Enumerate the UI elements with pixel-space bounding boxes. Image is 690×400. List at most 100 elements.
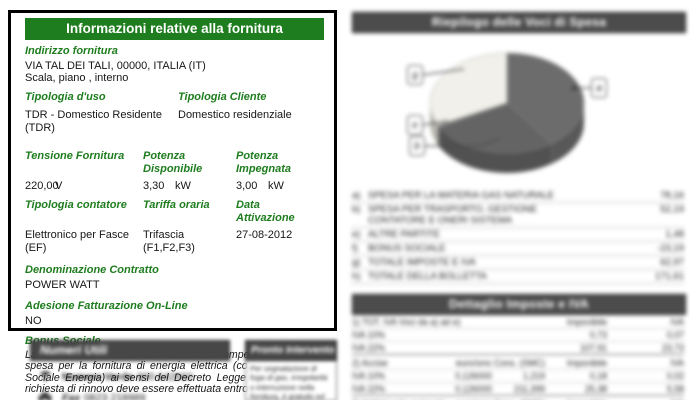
cell: 2) Accise (352, 358, 388, 368)
table-row: h) TOTALE DELLA BOLLETTA 171,61 (352, 270, 684, 284)
fax-value: 0823 218989 (84, 392, 146, 400)
power-values-row: 220,00V 3,30 kW 3,00 kW (25, 180, 320, 193)
fax-label: Fax (62, 392, 81, 400)
right-column-blurred-area: Riepilogo delle Voci di Spesa g a e b a)… (352, 12, 686, 400)
cell: 0,07 (666, 330, 684, 340)
meter-type-label: Tipologia contatore (25, 199, 127, 211)
callout-line-g (421, 68, 465, 76)
cell (492, 330, 545, 340)
activation-value: 27-08-2012 (236, 229, 293, 241)
row-value: 52,19 (660, 204, 684, 215)
voltage-value: 220,00 (25, 180, 59, 192)
power-committed-value: 3,00 (236, 180, 258, 192)
expense-summary-title: Riepilogo delle Voci di Spesa (352, 12, 686, 33)
cell: 0,126000 (455, 384, 492, 394)
phone-label: Numero Verde (62, 370, 134, 383)
row-letter: e) (352, 229, 361, 240)
row-value: 171,61 (654, 271, 684, 282)
row-value: 78,16 (660, 190, 684, 201)
row-value: -23,19 (657, 243, 684, 254)
row-letter: b) (352, 204, 361, 215)
tax-detail-title: Dettaglio Imposte e IVA (352, 294, 686, 315)
client-type-label: Tipologia Cliente (178, 91, 267, 103)
callout-line-b (425, 137, 501, 147)
power-available-label: Potenza Disponibile (143, 150, 203, 175)
phone-row: Numero Verde 800 642660 (30, 370, 230, 383)
address-value: VIA TAL DEI TALI, 00000, ITALIA (IT) Sca… (25, 60, 320, 84)
ebilling-label: Adesione Fatturazione On-Line (25, 300, 188, 312)
client-type-value: Domestico residenziale (178, 109, 292, 121)
power-committed-unit: kW (268, 180, 284, 192)
contract-label: Denominazione Contratto (25, 264, 159, 276)
row-letter: a) (352, 190, 361, 201)
row-value: 1,48 (665, 229, 685, 240)
power-available-value: 3,30 (143, 180, 165, 192)
cell: IVA 22% (352, 384, 386, 394)
activation-label: Data Attivazione (236, 199, 295, 224)
cell (492, 317, 545, 327)
contract-value: POWER WATT (25, 279, 100, 291)
cell: IVA 10% (352, 371, 386, 381)
table-row: 3) Addizionale regionale euro/smc Cons. … (352, 396, 684, 400)
row-label: ALTRE PARTITE (368, 229, 440, 240)
pie-callout-a: a (591, 78, 607, 98)
usage-type-value: TDR - Domestico Residente (TDR) (25, 109, 162, 134)
table-row: e) ALTRE PARTITE 1,48 (352, 228, 684, 242)
pie-callout-g: g (407, 65, 423, 85)
meter-type-value: Elettronico per Fasce (EF) (25, 229, 129, 254)
pie-chart-svg (421, 52, 591, 173)
table-row: 1) TOT. IVA Voci da a) ad e) Imponibile … (352, 316, 684, 329)
table-row: IVA 10% 0,126000 1,219 0,18 0,02 (352, 370, 684, 383)
row-label: TOTALE DELLA BOLLETTA (368, 271, 487, 282)
callout-dot-a (571, 85, 577, 91)
phone-icon (36, 370, 54, 383)
row-letter: g) (352, 257, 361, 268)
voltage-label: Tensione Fornitura (25, 150, 125, 162)
meter-values-row: Elettronico per Fasce (EF) Trifascia (F1… (25, 229, 320, 255)
ebilling-value: NO (25, 315, 42, 327)
tariff-label: Tariffa oraria (143, 199, 210, 211)
row-label: BONUS SOCIALE (368, 243, 446, 254)
tax-detail-table: 1) TOT. IVA Voci da a) ad e) Imponibile … (352, 316, 684, 400)
cell: IVA 10% (352, 330, 386, 340)
usage-type-label: Tipologia d'uso (25, 91, 106, 103)
cell: IVA (670, 317, 684, 327)
power-available-unit: kW (175, 180, 191, 192)
cell: 25,38 (584, 384, 607, 394)
meter-labels-row: Tipologia contatore Tariffa oraria Data … (25, 199, 320, 225)
cell: Cons. (SMC) (494, 358, 545, 368)
cell: IVA (670, 358, 684, 368)
row-letter: f) (352, 243, 358, 254)
cell: IVA 22% (352, 343, 386, 353)
pie-callout-e: e (407, 115, 423, 135)
cell: 0,02 (666, 371, 684, 381)
row-value: 62,97 (660, 257, 684, 268)
useful-numbers-section: Numeri Utili Numero Verde 800 642660 Fax… (30, 340, 230, 400)
cell (452, 317, 492, 327)
cell: 0,18 (589, 371, 607, 381)
cell: 211,399 (513, 384, 545, 394)
cell: 0,126000 (455, 371, 492, 381)
cell (492, 343, 545, 353)
address-line-2: Scala, piano , interno (25, 71, 129, 84)
cell: euro/smc (455, 358, 492, 368)
fax-row: Fax 0823 218989 (30, 392, 230, 400)
table-row: g) TOTALE IMPOSTE E IVA 62,97 (352, 256, 684, 270)
emergency-text: Per segnalazione di fuga di gas, irregol… (245, 361, 337, 400)
supply-info-section: Informazioni relative alla fornitura Ind… (8, 10, 337, 395)
power-committed-label: Potenza Impegnata (236, 150, 292, 175)
cell: 1,219 (522, 371, 545, 381)
address-label: Indirizzo fornitura (25, 45, 118, 57)
cell: 107,91 (580, 343, 607, 353)
table-row: f) BONUS SOCIALE -23,19 (352, 242, 684, 256)
emergency-title: Pronto Intervento (245, 340, 337, 361)
expense-summary-table: a) SPESA PER LA MATERIA GAS NATURALE 78,… (352, 189, 684, 284)
tariff-value: Trifascia (F1,F2,F3) (143, 229, 195, 254)
table-row: IVA 10% 0,73 0,07 (352, 329, 684, 342)
phone-value: 800 642660 (137, 370, 193, 383)
voltage-unit: V (55, 180, 63, 192)
row-label: SPESA PER LA MATERIA GAS NATURALE (368, 190, 555, 201)
expense-pie-chart: g a e b (352, 33, 686, 189)
emergency-section: Pronto Intervento Per segnalazione di fu… (245, 340, 337, 400)
